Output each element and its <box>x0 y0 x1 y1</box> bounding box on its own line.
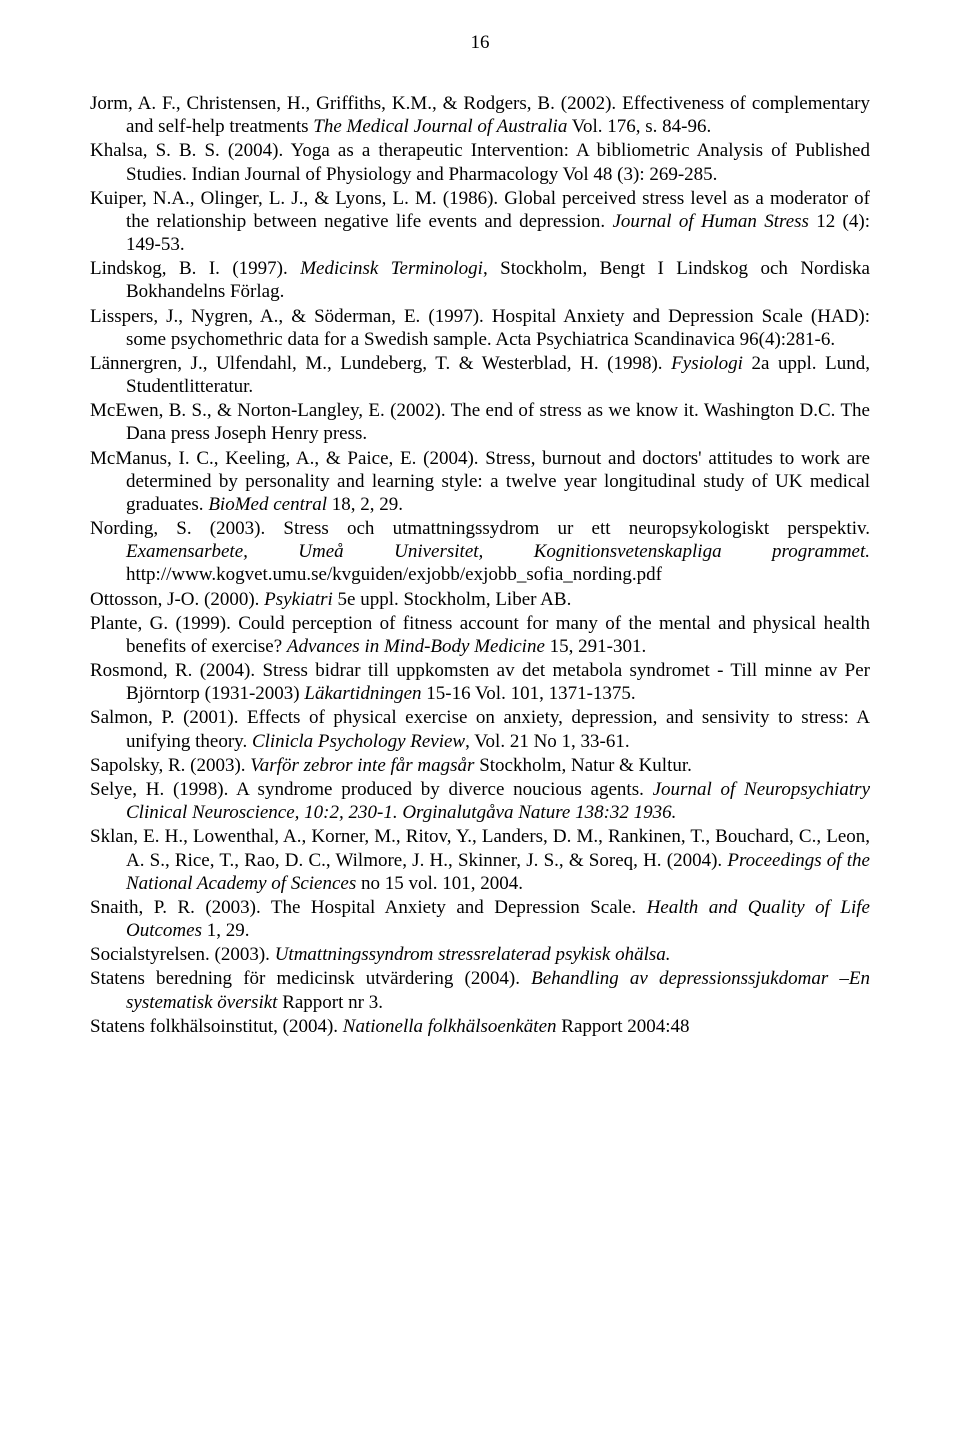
reference-text-segment: 15, 291-301. <box>545 636 646 657</box>
reference-entry: McManus, I. C., Keeling, A., & Paice, E.… <box>90 447 870 517</box>
reference-entry: Sklan, E. H., Lowenthal, A., Korner, M.,… <box>90 825 870 895</box>
reference-italic-segment: Nationella folkhälsoenkäten <box>343 1016 557 1037</box>
reference-text-segment: Statens beredning för medicinsk utvärder… <box>90 968 531 989</box>
reference-text-segment: McManus, I. C., Keeling, A., & Paice, E.… <box>90 448 870 515</box>
reference-text-segment: , Vol. 21 No 1, 33-61. <box>465 731 630 752</box>
reference-entry: Sapolsky, R. (2003). Varför zebror inte … <box>90 754 870 777</box>
reference-text-segment: Lindskog, B. I. (1997). <box>90 258 300 279</box>
reference-list: Jorm, A. F., Christensen, H., Griffiths,… <box>90 92 870 1038</box>
reference-entry: Lindskog, B. I. (1997). Medicinsk Termin… <box>90 257 870 303</box>
reference-text-segment: Lännergren, J., Ulfendahl, M., Lundeberg… <box>90 353 671 374</box>
reference-text-segment: 1, 29. <box>202 920 250 941</box>
reference-text-segment: 15-16 Vol. 101, 1371-1375. <box>422 683 636 704</box>
reference-italic-segment: Journal of Human Stress <box>612 211 808 232</box>
reference-text-segment: http://www.kogvet.umu.se/kvguiden/exjobb… <box>126 564 662 585</box>
reference-text-segment: Ottosson, J-O. (2000). <box>90 589 264 610</box>
reference-entry: Lännergren, J., Ulfendahl, M., Lundeberg… <box>90 352 870 398</box>
reference-text-segment: Rapport nr 3. <box>277 992 383 1013</box>
reference-entry: Lisspers, J., Nygren, A., & Söderman, E.… <box>90 305 870 351</box>
reference-text-segment: Stockholm, Natur & Kultur. <box>474 755 691 776</box>
reference-entry: Socialstyrelsen. (2003). Utmattningssynd… <box>90 943 870 966</box>
reference-italic-segment: Clinicla Psychology Review <box>252 731 465 752</box>
reference-entry: Snaith, P. R. (2003). The Hospital Anxie… <box>90 896 870 942</box>
reference-text-segment: Socialstyrelsen. (2003). <box>90 944 275 965</box>
reference-italic-segment: Fysiologi <box>671 353 743 374</box>
page-container: 16 Jorm, A. F., Christensen, H., Griffit… <box>0 0 960 1442</box>
reference-text-segment: Sapolsky, R. (2003). <box>90 755 250 776</box>
reference-text-segment: Lisspers, J., Nygren, A., & Söderman, E.… <box>90 306 870 350</box>
reference-text-segment: Nording, S. (2003). Stress och utmattnin… <box>90 518 870 539</box>
reference-text-segment: 5e uppl. Stockholm, Liber AB. <box>333 589 572 610</box>
reference-text-segment: Rapport 2004:48 <box>557 1016 690 1037</box>
reference-italic-segment: Examensarbete, Umeå Universitet, Kogniti… <box>126 541 870 562</box>
reference-entry: Jorm, A. F., Christensen, H., Griffiths,… <box>90 92 870 138</box>
reference-italic-segment: BioMed central <box>208 494 327 515</box>
reference-entry: Nording, S. (2003). Stress och utmattnin… <box>90 517 870 587</box>
reference-entry: Khalsa, S. B. S. (2004). Yoga as a thera… <box>90 139 870 185</box>
reference-entry: Salmon, P. (2001). Effects of physical e… <box>90 706 870 752</box>
page-number: 16 <box>90 32 870 54</box>
reference-entry: Plante, G. (1999). Could perception of f… <box>90 612 870 658</box>
reference-entry: Statens folkhälsoinstitut, (2004). Natio… <box>90 1015 870 1038</box>
reference-italic-segment: Läkartidningen <box>304 683 421 704</box>
reference-text-segment: McEwen, B. S., & Norton-Langley, E. (200… <box>90 400 870 444</box>
reference-entry: McEwen, B. S., & Norton-Langley, E. (200… <box>90 399 870 445</box>
reference-text-segment: no 15 vol. 101, 2004. <box>356 873 523 894</box>
reference-italic-segment: Medicinsk Terminologi <box>300 258 483 279</box>
reference-italic-segment: Utmattningssyndrom stressrelaterad psyki… <box>275 944 671 965</box>
reference-text-segment: Statens folkhälsoinstitut, (2004). <box>90 1016 343 1037</box>
reference-entry: Statens beredning för medicinsk utvärder… <box>90 967 870 1013</box>
reference-text-segment: Snaith, P. R. (2003). The Hospital Anxie… <box>90 897 647 918</box>
reference-italic-segment: Psykiatri <box>264 589 333 610</box>
reference-text-segment: Khalsa, S. B. S. (2004). Yoga as a thera… <box>90 140 870 184</box>
reference-text-segment: Selye, H. (1998). A syndrome produced by… <box>90 779 653 800</box>
reference-italic-segment: Advances in Mind-Body Medicine <box>287 636 545 657</box>
reference-italic-segment: The Medical Journal of Australia <box>313 116 567 137</box>
reference-text-segment: 18, 2, 29. <box>327 494 403 515</box>
reference-text-segment: Vol. 176, s. 84-96. <box>567 116 711 137</box>
reference-entry: Kuiper, N.A., Olinger, L. J., & Lyons, L… <box>90 187 870 257</box>
reference-italic-segment: Varför zebror inte får magsår <box>250 755 474 776</box>
reference-entry: Rosmond, R. (2004). Stress bidrar till u… <box>90 659 870 705</box>
reference-entry: Selye, H. (1998). A syndrome produced by… <box>90 778 870 824</box>
reference-entry: Ottosson, J-O. (2000). Psykiatri 5e uppl… <box>90 588 870 611</box>
